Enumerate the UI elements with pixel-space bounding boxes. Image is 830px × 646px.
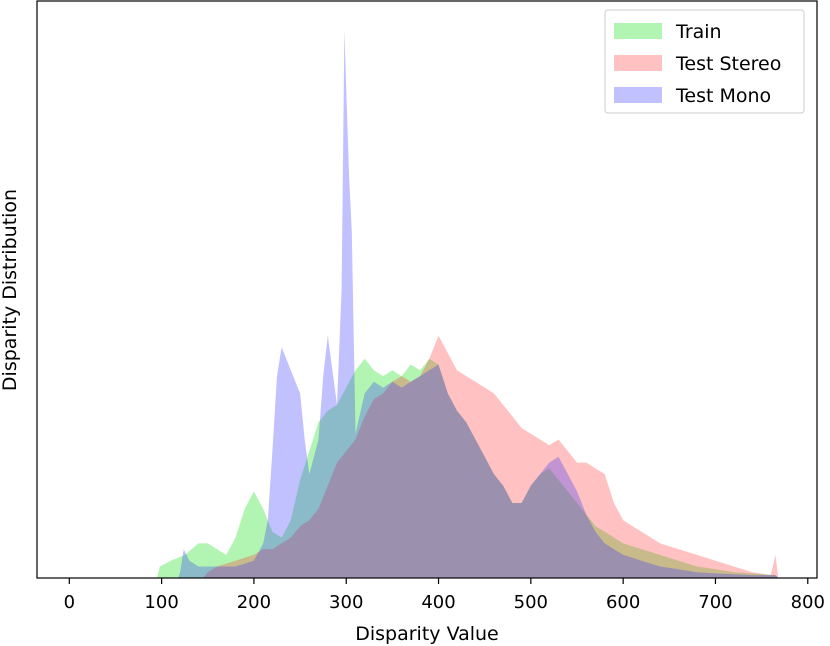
legend-label: Test Mono	[675, 85, 771, 107]
x-tick-label: 100	[144, 592, 178, 613]
x-tick-label: 800	[791, 592, 825, 613]
y-axis-title: Disparity Distribution	[0, 189, 21, 391]
x-tick-label: 600	[606, 592, 640, 613]
plot-area	[157, 29, 779, 578]
series-area-test-mono	[178, 29, 779, 578]
x-tick-label: 300	[329, 592, 363, 613]
x-axis-ticks: 0 100 200 300 400 500 600 700 800	[64, 578, 825, 613]
series-area-test-stereo	[203, 335, 779, 578]
legend-label: Test Stereo	[675, 53, 781, 75]
x-axis-title: Disparity Value	[355, 623, 499, 645]
x-tick-label: 0	[64, 592, 75, 613]
legend: Train Test Stereo Test Mono	[604, 9, 805, 114]
legend-swatch	[614, 87, 662, 103]
x-tick-label: 200	[237, 592, 271, 613]
x-tick-label: 700	[698, 592, 732, 613]
x-tick-label: 400	[421, 592, 455, 613]
x-tick-label: 500	[514, 592, 548, 613]
series-area-train	[157, 358, 779, 578]
legend-label: Train	[675, 21, 722, 43]
axes-frame	[36, 0, 818, 579]
legend-swatch	[614, 23, 662, 39]
legend-swatch	[614, 55, 662, 71]
legend-box	[604, 9, 805, 114]
